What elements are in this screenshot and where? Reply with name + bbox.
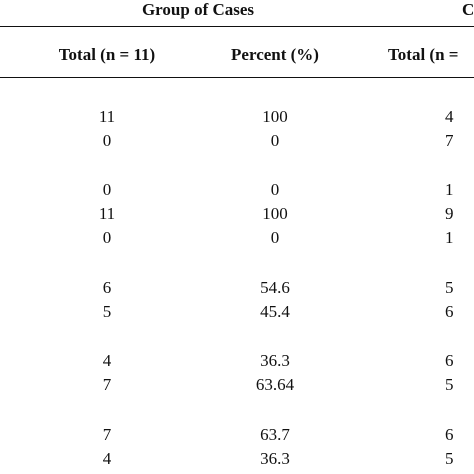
cell-percent: 45.4 (260, 302, 290, 321)
cell-percent: 63.7 (260, 425, 290, 444)
cell-third: 9 (445, 204, 454, 223)
cell-total: 7 (102, 375, 112, 394)
cell-percent: 100 (262, 107, 288, 126)
group-header-controls-partial: C (462, 0, 474, 19)
cell-total: 4 (102, 351, 112, 370)
cell-third: 5 (445, 375, 454, 394)
cell-percent: 100 (262, 204, 288, 223)
cell-total: 0 (102, 131, 112, 150)
cell-third: 1 (445, 228, 454, 247)
cell-total: 7 (102, 425, 112, 444)
cell-total: 5 (102, 302, 112, 321)
cell-percent: 36.3 (260, 449, 290, 468)
column-header-rule (0, 77, 474, 78)
cell-percent: 54.6 (260, 278, 290, 297)
cell-third: 5 (445, 449, 454, 468)
cell-percent: 0 (270, 180, 280, 199)
cell-percent: 63.64 (255, 375, 295, 394)
col-header-total-controls: Total (n = (388, 45, 459, 64)
cell-percent: 0 (270, 228, 280, 247)
cell-percent: 36.3 (260, 351, 290, 370)
col-header-total: Total (n = 11) (58, 45, 156, 64)
cell-total: 4 (102, 449, 112, 468)
cell-third: 1 (445, 180, 454, 199)
cell-third: 6 (445, 351, 454, 370)
cell-percent: 0 (270, 131, 280, 150)
group-header-rule (0, 26, 474, 27)
col-header-percent: Percent (%) (231, 45, 319, 64)
cell-total: 11 (98, 204, 116, 223)
cell-total: 11 (98, 107, 116, 126)
cell-third: 5 (445, 278, 454, 297)
cell-total: 0 (102, 180, 112, 199)
cell-third: 6 (445, 425, 454, 444)
cell-third: 4 (445, 107, 454, 126)
group-header-cases: Group of Cases (141, 0, 255, 19)
cell-total: 6 (102, 278, 112, 297)
cell-third: 7 (445, 131, 454, 150)
cell-third: 6 (445, 302, 454, 321)
cell-total: 0 (102, 228, 112, 247)
